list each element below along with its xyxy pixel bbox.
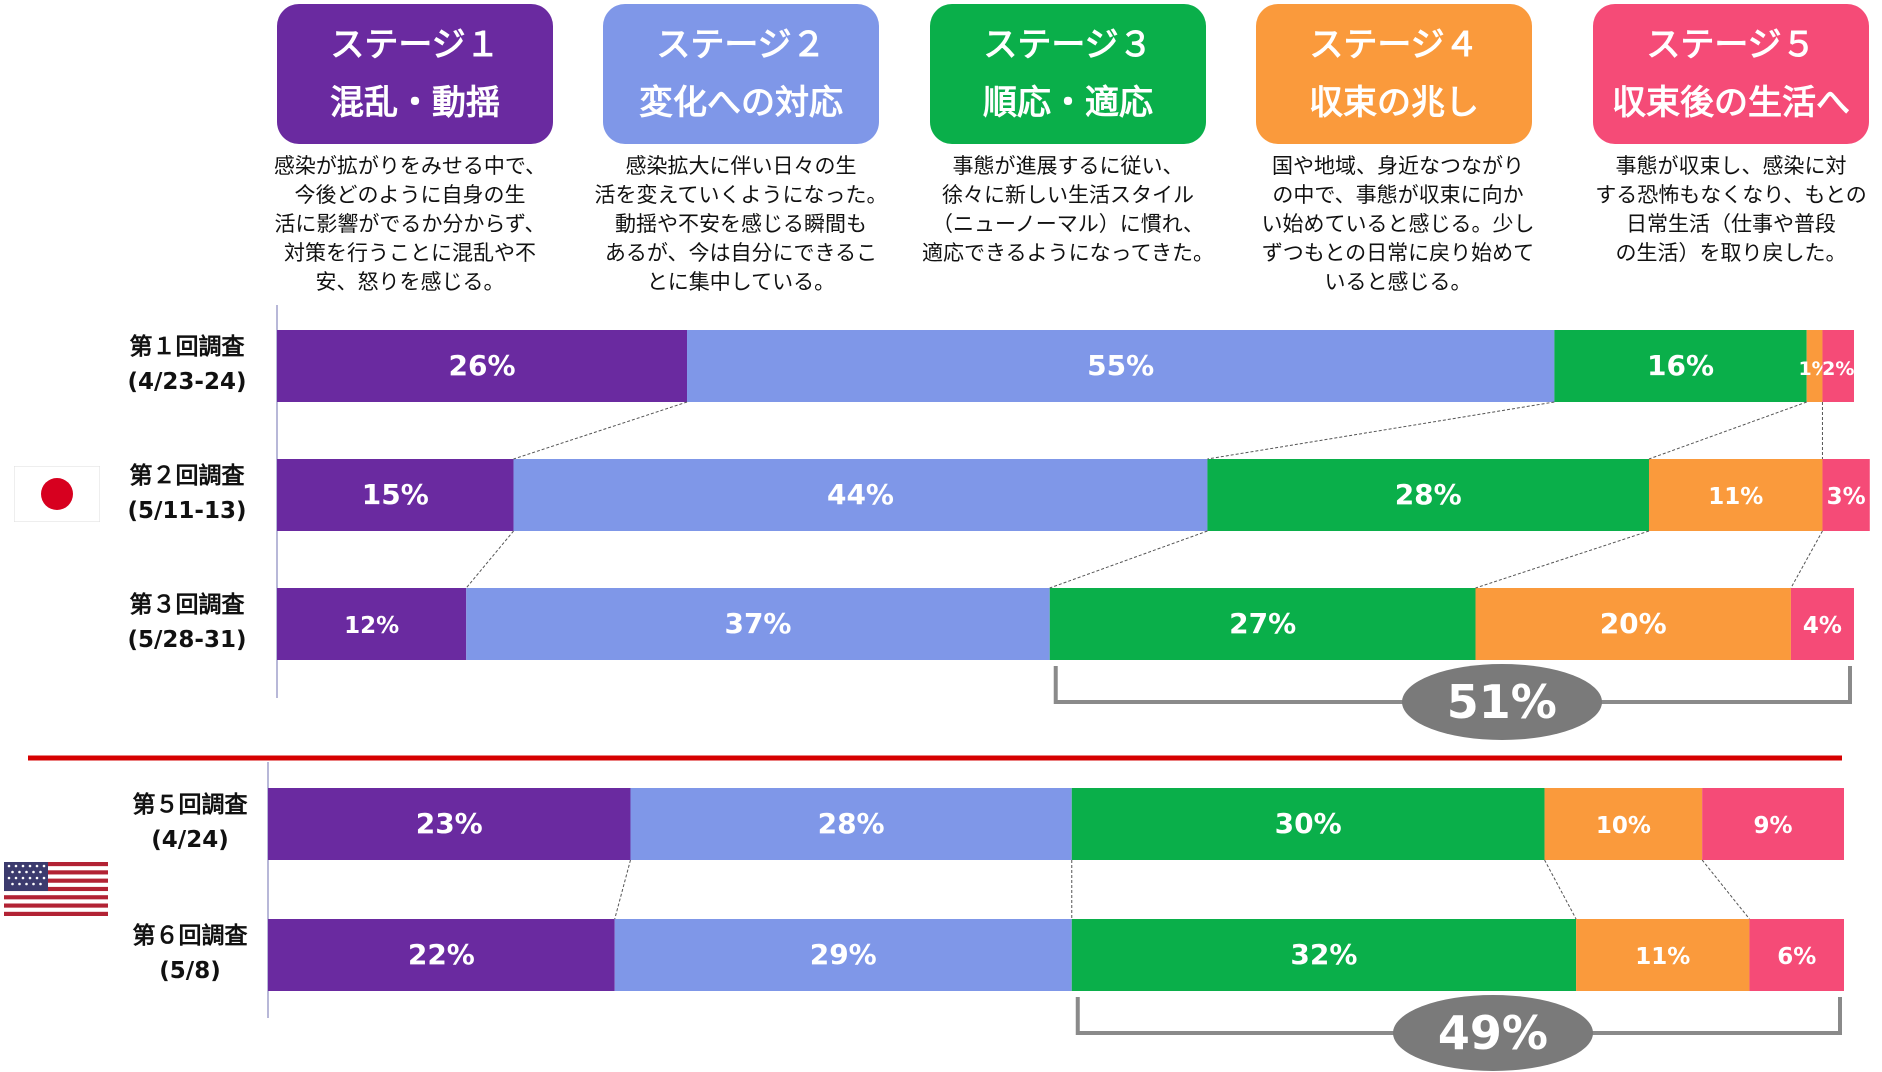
data-label: 16% [1647,349,1714,382]
stage-5-description: 事態が収束し、感染に対 する恐怖もなくなり、もとの 日常生活（仕事や普段 の生活… [1595,154,1867,265]
data-label: 32% [1290,938,1357,971]
survey-name: 第３回調査 [129,592,245,618]
connector-line [1475,530,1650,589]
bar-segment [1702,788,1844,860]
connector-line [1049,530,1208,589]
stage-4-box: ステージ４ 収束の兆し [1256,4,1532,144]
stage-1-box: ステージ１ 混乱・動揺 [277,4,553,144]
stage-2-description: 感染拡大に伴い日々の生 活を変えていくようになった。 動揺や不安を感じる瞬間も … [594,154,888,294]
bar-segment [1071,788,1545,860]
japan-flag-icon [14,466,100,522]
connector-line [513,401,688,460]
survey-row-label: 第３回調査 (5/28-31) [102,588,272,658]
survey-period: (4/23-24) [127,369,247,395]
bar-segment [614,919,1072,991]
bar-segment [1049,588,1476,660]
bar-segment [1806,330,1823,402]
bar-segment [630,788,1072,860]
data-label: 23% [416,807,483,840]
usa-flag-icon [4,862,108,916]
stage-1-name: 混乱・動揺 [330,83,500,123]
survey-name: 第１回調査 [129,334,245,360]
survey-row-label: 第２回調査 (5/11-13) [102,459,272,529]
data-label: 12% [344,613,399,639]
data-label: 11% [1635,944,1690,970]
survey-name: 第２回調査 [129,463,245,489]
stage-2-box: ステージ２ 変化への対応 [603,4,879,144]
data-label: 30% [1275,807,1342,840]
data-label: 20% [1600,607,1667,640]
stage-5-name: 収束後の生活へ [1612,83,1850,123]
bar-segment [1475,588,1791,660]
stage-3-description: 事態が進展するに従い、 徐々に新しい生活スタイル （ニューノーマル）に慣れ、 適… [922,154,1214,265]
data-label: 22% [408,938,475,971]
survey-row-label: 第６回調査 (5/8) [105,919,275,989]
data-label: 11% [1708,484,1763,510]
survey-period: (5/8) [159,958,221,984]
bar-segment [1749,919,1844,991]
stage-4-description: 国や地域、身近なつながり の中で、事態が収束に向か い始めていると感じる。少し … [1261,154,1535,294]
connector-line [614,859,631,920]
data-label: 6% [1777,944,1816,970]
bar-segment [513,459,1208,531]
survey-name: 第５回調査 [132,792,248,818]
bar-segment [1071,919,1577,991]
bar-segment [687,330,1555,402]
bar-segment [1544,788,1703,860]
cumulative-share-callout: 49% [1392,995,1593,1071]
data-label: 2% [1822,358,1854,380]
stage-1-title: ステージ１ [330,25,500,65]
stage-4-title: ステージ４ [1309,25,1479,65]
connector-line [465,530,514,589]
stage-2-title: ステージ２ [656,25,826,65]
stage-3-name: 順応・適応 [983,83,1153,123]
bar-segment [277,459,514,531]
survey-period: (4/24) [151,827,229,853]
connector-line [1790,530,1823,589]
connector-line [1701,859,1750,920]
stage-2-name: 変化への対応 [639,83,843,123]
bar-segment [1822,330,1854,402]
stage-1-description: 感染が拡がりをみせる中で、 今後どのように自身の生 活に影響がでるか分からず、 … [273,154,547,294]
survey-row-label: 第１回調査 (4/23-24) [102,330,272,400]
bar-segment [466,588,1050,660]
stage-4-name: 収束の兆し [1309,83,1479,123]
data-label: 3% [1827,484,1866,510]
bar-segment [268,919,615,991]
data-label: 55% [1087,349,1154,382]
data-label: 44% [827,478,894,511]
stage-5-title: ステージ５ [1646,25,1816,65]
stage-5-box: ステージ５ 収束後の生活へ [1593,4,1869,144]
data-label: 26% [448,349,515,382]
bar-segment [1822,459,1870,531]
bar-segment [1790,588,1854,660]
survey-period: (5/11-13) [127,498,247,524]
bar-segment [1207,459,1649,531]
data-label: 29% [810,938,877,971]
data-label: 9% [1754,813,1793,839]
data-label: 27% [1229,607,1296,640]
bar-segment [1576,919,1750,991]
survey-period: (5/28-31) [127,627,247,653]
bar-segment [277,330,688,402]
data-label: 15% [362,478,429,511]
bar-segment [277,588,467,660]
data-label: 28% [818,807,885,840]
cumulative-share-callout: 51% [1401,664,1602,740]
data-label: 4% [1803,613,1842,639]
data-label: 37% [724,607,791,640]
stage-3-title: ステージ３ [983,25,1153,65]
data-label: 10% [1596,813,1651,839]
bar-segment [1648,459,1823,531]
bar-segment [1554,330,1807,402]
connector-line [1648,401,1807,460]
data-label: 28% [1395,478,1462,511]
survey-name: 第６回調査 [132,923,248,949]
survey-row-label: 第５回調査 (4/24) [105,788,275,858]
connector-line [1207,401,1555,460]
connector-line [1544,859,1577,920]
bar-segment [268,788,631,860]
stage-3-box: ステージ３ 順応・適応 [930,4,1206,144]
